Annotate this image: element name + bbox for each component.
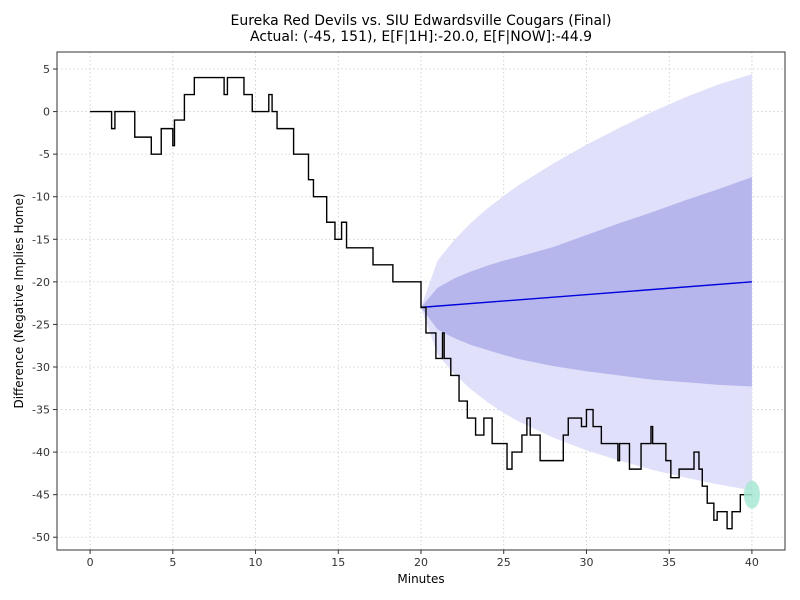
score-difference-line [90, 76, 752, 530]
y-tick-label: -25 [32, 318, 50, 331]
x-tick-label: 5 [169, 556, 176, 569]
y-tick-label: -10 [32, 191, 50, 204]
expected-final-line [420, 281, 752, 309]
confidence-bands [421, 74, 752, 491]
y-tick-label: -50 [32, 531, 50, 544]
x-tick-label: 15 [331, 556, 345, 569]
x-axis-ticks: 0 5 10 15 20 25 30 35 40 [87, 550, 759, 569]
y-tick-label: -35 [32, 404, 50, 417]
y-tick-label: 5 [43, 63, 50, 76]
x-tick-label: 35 [662, 556, 676, 569]
y-tick-label: -15 [32, 233, 50, 246]
y-axis-label: Difference (Negative Implies Home) [12, 193, 26, 408]
y-tick-label: -5 [39, 148, 50, 161]
x-tick-label: 20 [414, 556, 428, 569]
y-tick-label: 0 [43, 106, 50, 119]
x-tick-label: 25 [497, 556, 511, 569]
chart-subtitle: Actual: (-45, 151), E[F|1H]:-20.0, E[F|N… [250, 29, 592, 45]
final-marker-layer [743, 480, 760, 509]
y-axis-ticks: 5 0 -5 -10 -15 -20 -25 -30 -35 -40 -45 -50 [32, 63, 57, 544]
inner-confidence-band [421, 177, 752, 387]
final-score-marker [743, 480, 760, 509]
x-tick-label: 10 [249, 556, 263, 569]
x-tick-label: 30 [579, 556, 593, 569]
y-tick-label: -40 [32, 446, 50, 459]
y-tick-label: -45 [32, 489, 50, 502]
series-lines [90, 76, 752, 530]
y-tick-label: -20 [32, 276, 50, 289]
x-tick-label: 0 [87, 556, 94, 569]
x-axis-label: Minutes [397, 572, 444, 586]
x-tick-label: 40 [745, 556, 759, 569]
chart-title: Eureka Red Devils vs. SIU Edwardsville C… [231, 13, 612, 29]
y-tick-label: -30 [32, 361, 50, 374]
